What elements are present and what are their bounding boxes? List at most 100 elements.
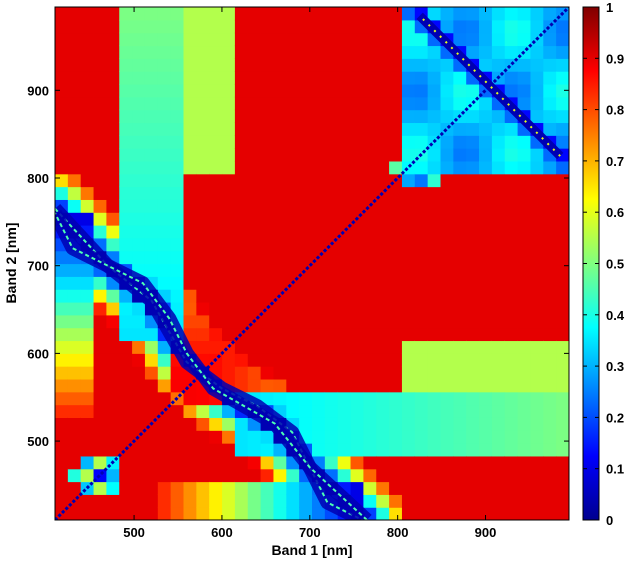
heatmap-cell — [299, 225, 313, 239]
heatmap-cell — [363, 391, 377, 406]
heatmap-cell — [209, 481, 223, 495]
heatmap-cell — [543, 83, 557, 98]
heatmap-cell — [222, 199, 236, 213]
heatmap-cell — [466, 366, 480, 380]
heatmap-cell — [93, 83, 107, 98]
heatmap-cell — [376, 366, 390, 380]
heatmap-cell — [504, 148, 519, 162]
heatmap-cell — [453, 378, 467, 393]
x-axis-label: Band 1 [nm] — [272, 542, 353, 558]
heatmap-cell — [260, 507, 275, 520]
heatmap-cell — [479, 366, 493, 380]
heatmap-cell — [222, 301, 236, 316]
heatmap-cell — [196, 276, 210, 290]
heatmap-cell — [337, 45, 352, 59]
heatmap-cell — [106, 404, 120, 418]
heatmap-cell — [530, 212, 544, 226]
heatmap-cell — [324, 289, 339, 303]
heatmap-cell — [273, 391, 287, 406]
heatmap-cell — [106, 237, 120, 252]
heatmap-cell — [401, 237, 416, 252]
heatmap-cell — [401, 7, 416, 21]
heatmap-cell — [106, 378, 120, 393]
heatmap-cell — [350, 340, 364, 354]
heatmap-cell — [119, 225, 133, 239]
heatmap-cell — [93, 301, 107, 316]
heatmap-cell — [453, 353, 467, 367]
heatmap-cell — [93, 353, 107, 367]
heatmap-cell — [234, 289, 249, 303]
heatmap-cell — [337, 430, 352, 444]
heatmap-cell — [55, 468, 69, 483]
heatmap-cell — [299, 135, 313, 149]
heatmap-cell — [376, 507, 390, 520]
heatmap-cell — [80, 212, 95, 226]
heatmap-cell — [299, 160, 313, 175]
heatmap-cell — [299, 237, 313, 252]
heatmap-cell — [414, 199, 429, 213]
heatmap-cell — [93, 19, 107, 34]
heatmap-cell — [556, 96, 569, 111]
heatmap-cell — [376, 327, 390, 342]
heatmap-cell — [414, 58, 429, 72]
heatmap-cell — [80, 289, 95, 303]
heatmap-cell — [234, 199, 249, 213]
heatmap-cell — [337, 186, 352, 200]
heatmap-cell — [170, 263, 185, 277]
heatmap-cell — [222, 225, 236, 239]
heatmap-cell — [350, 32, 364, 47]
heatmap-cell — [222, 507, 236, 520]
heatmap-cell — [106, 122, 120, 136]
heatmap-cell — [260, 250, 275, 265]
heatmap-cell — [504, 276, 519, 290]
heatmap-cell — [543, 468, 557, 483]
heatmap-cell — [93, 430, 107, 444]
heatmap-cell — [132, 404, 146, 418]
heatmap-cell — [376, 212, 390, 226]
heatmap-cell — [543, 494, 557, 508]
heatmap-cell — [350, 417, 364, 431]
heatmap-cell — [170, 173, 185, 188]
heatmap-cell — [556, 353, 569, 367]
heatmap-cell — [389, 443, 403, 457]
colorbar-tick-label: 0.3 — [606, 359, 624, 374]
heatmap-cell — [222, 455, 236, 470]
colorbar-tick-label: 0.2 — [606, 410, 624, 425]
heatmap-cell — [234, 481, 249, 495]
heatmap-cell — [453, 186, 467, 200]
heatmap-cell — [222, 481, 236, 495]
heatmap-cell — [363, 71, 377, 85]
heatmap-cell — [389, 366, 403, 380]
heatmap-cell — [466, 19, 480, 34]
heatmap-cell — [517, 212, 532, 226]
heatmap-cell — [337, 212, 352, 226]
heatmap-cell — [260, 32, 275, 47]
heatmap-cell — [260, 83, 275, 98]
heatmap-cell — [144, 109, 159, 124]
heatmap-cell — [67, 135, 82, 149]
heatmap-cell — [55, 250, 69, 265]
heatmap-cell — [222, 96, 236, 111]
heatmap-cell — [324, 7, 339, 21]
heatmap-cell — [273, 212, 287, 226]
heatmap-cell — [80, 7, 95, 21]
heatmap-cell — [556, 45, 569, 59]
heatmap-cell — [67, 430, 82, 444]
heatmap-cell — [401, 109, 416, 124]
heatmap-cell — [427, 148, 442, 162]
heatmap-cell — [466, 122, 480, 136]
heatmap-cell — [93, 455, 107, 470]
heatmap-cell — [517, 237, 532, 252]
heatmap-cell — [106, 481, 120, 495]
heatmap-cell — [119, 494, 133, 508]
heatmap-cell — [234, 507, 249, 520]
heatmap-cell — [144, 327, 159, 342]
heatmap-cell — [132, 366, 146, 380]
heatmap-cell — [312, 507, 326, 520]
heatmap-cell — [530, 301, 544, 316]
heatmap-cell — [491, 19, 506, 34]
heatmap-cell — [530, 160, 544, 175]
heatmap-cell — [183, 186, 197, 200]
heatmap-cell — [466, 404, 480, 418]
heatmap-cell — [389, 417, 403, 431]
